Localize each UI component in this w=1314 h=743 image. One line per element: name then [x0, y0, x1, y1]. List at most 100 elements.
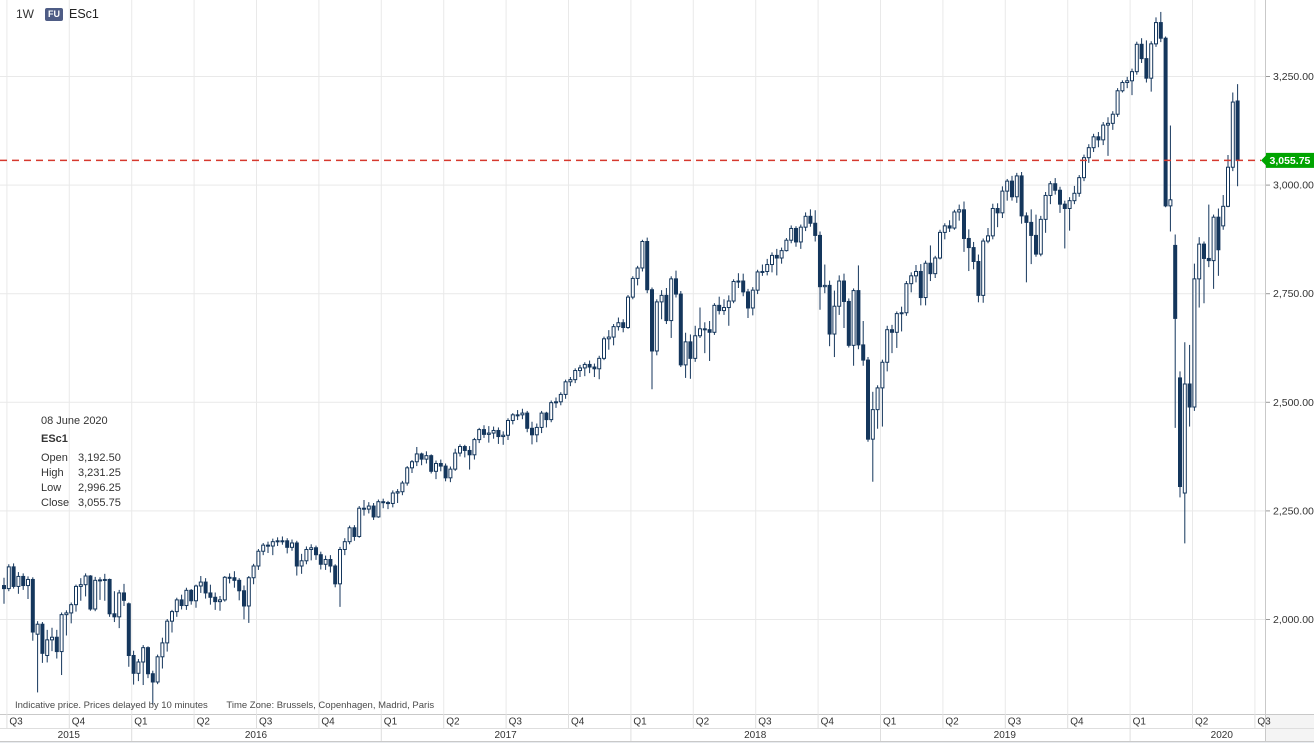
- candle-body: [102, 578, 107, 581]
- candle-body: [50, 636, 54, 641]
- candle-body: [1058, 189, 1062, 205]
- candle-body: [1202, 243, 1206, 259]
- last-price-indicator[interactable]: 3,055.75: [0, 152, 1314, 168]
- quarter-label[interactable]: Q4: [571, 717, 585, 728]
- candle-body: [155, 656, 160, 683]
- candle-body: [362, 507, 366, 510]
- candle-body: [165, 620, 170, 644]
- candle-body: [582, 363, 587, 369]
- quarter-label[interactable]: Q2: [1195, 717, 1209, 728]
- candle-body: [981, 240, 986, 296]
- candle-body: [424, 455, 429, 460]
- candle-body: [1010, 180, 1014, 198]
- year-label[interactable]: 2020: [1211, 730, 1234, 741]
- candle-body: [376, 501, 381, 518]
- last-price-label[interactable]: [1266, 152, 1314, 168]
- symbol-label[interactable]: ESc1: [69, 7, 99, 21]
- candle-body: [366, 505, 371, 510]
- candle-body: [1082, 157, 1086, 179]
- quarter-label[interactable]: Q4: [321, 717, 335, 728]
- open-label: Open: [41, 452, 68, 464]
- candle-body: [726, 300, 731, 309]
- candle-body: [371, 505, 376, 518]
- candle-body: [1024, 215, 1029, 223]
- candle-body: [496, 429, 501, 438]
- quarter-label[interactable]: Q3: [509, 717, 523, 728]
- candle-body: [746, 291, 750, 309]
- candle-body: [160, 642, 165, 658]
- high-label: High: [41, 467, 64, 479]
- quarter-label[interactable]: Q3: [1257, 717, 1271, 728]
- candle-body: [1144, 58, 1149, 79]
- quarter-label[interactable]: Q3: [1008, 717, 1022, 728]
- candle-body: [928, 262, 933, 275]
- candle-body: [611, 326, 616, 338]
- candle-body: [314, 547, 318, 556]
- candle-body: [520, 412, 525, 416]
- quarter-label[interactable]: Q4: [821, 717, 835, 728]
- candle-body: [602, 338, 606, 359]
- candle-body: [462, 446, 467, 451]
- candle-body: [1019, 175, 1024, 217]
- candle-body: [491, 429, 496, 434]
- candle-body: [429, 455, 434, 472]
- quarter-label[interactable]: Q2: [446, 717, 460, 728]
- candle-body: [933, 257, 938, 275]
- quarter-label[interactable]: Q2: [197, 717, 211, 728]
- quarter-label[interactable]: Q3: [9, 717, 23, 728]
- timeframe-label[interactable]: 1W: [16, 7, 34, 21]
- candle-body: [798, 226, 803, 243]
- candle-body: [218, 599, 222, 603]
- candle-body: [722, 307, 726, 312]
- candle-body: [83, 575, 88, 586]
- quarter-label[interactable]: Q1: [633, 717, 647, 728]
- candle-body: [808, 215, 813, 224]
- candle-body: [1043, 194, 1048, 220]
- quarter-label[interactable]: Q2: [696, 717, 710, 728]
- candle-body: [467, 449, 472, 456]
- quarter-label[interactable]: Q1: [384, 717, 398, 728]
- candle-body: [146, 647, 150, 675]
- candle-body: [237, 579, 242, 592]
- y-axis-label: 3,000.00: [1273, 180, 1314, 192]
- year-label[interactable]: 2018: [744, 730, 767, 741]
- candle-body: [434, 462, 438, 472]
- quarter-label[interactable]: Q1: [883, 717, 897, 728]
- candle-body: [74, 585, 78, 606]
- year-label[interactable]: 2017: [494, 730, 517, 741]
- candle-body: [731, 280, 736, 302]
- quarter-label[interactable]: Q1: [134, 717, 148, 728]
- candle-body: [1125, 80, 1130, 84]
- year-label[interactable]: 2015: [58, 730, 81, 741]
- candle-body: [827, 284, 832, 335]
- candle-body: [1211, 216, 1216, 262]
- candle-body: [26, 578, 30, 587]
- candle-body: [923, 262, 928, 299]
- quarter-label[interactable]: Q1: [1133, 717, 1147, 728]
- quarter-label[interactable]: Q3: [758, 717, 772, 728]
- candle-body: [198, 581, 203, 587]
- tooltip-symbol: ESc1: [41, 433, 68, 445]
- candle-body: [750, 289, 755, 309]
- year-label[interactable]: 2019: [994, 730, 1017, 741]
- candle-body: [477, 429, 482, 441]
- candle-body: [1134, 43, 1139, 73]
- candle-body: [285, 540, 290, 548]
- candle-body: [400, 482, 405, 493]
- candle-body: [938, 231, 942, 259]
- time-gridlines: [6, 0, 1256, 714]
- quarter-label[interactable]: Q2: [945, 717, 959, 728]
- candle-body: [688, 341, 693, 359]
- year-label[interactable]: 2016: [245, 730, 268, 741]
- quarter-label[interactable]: Q4: [72, 717, 86, 728]
- indicative-price-note: Indicative price. Prices delayed by 10 m…: [15, 700, 208, 711]
- candle-body: [347, 527, 352, 543]
- candle-body: [1038, 218, 1043, 255]
- candle-body: [1086, 147, 1091, 159]
- candle-body: [386, 502, 390, 505]
- quarter-label[interactable]: Q3: [259, 717, 273, 728]
- quarter-label[interactable]: Q4: [1070, 717, 1084, 728]
- chart-legend: 1W FU ESc1: [16, 7, 99, 21]
- candle-body: [774, 254, 779, 259]
